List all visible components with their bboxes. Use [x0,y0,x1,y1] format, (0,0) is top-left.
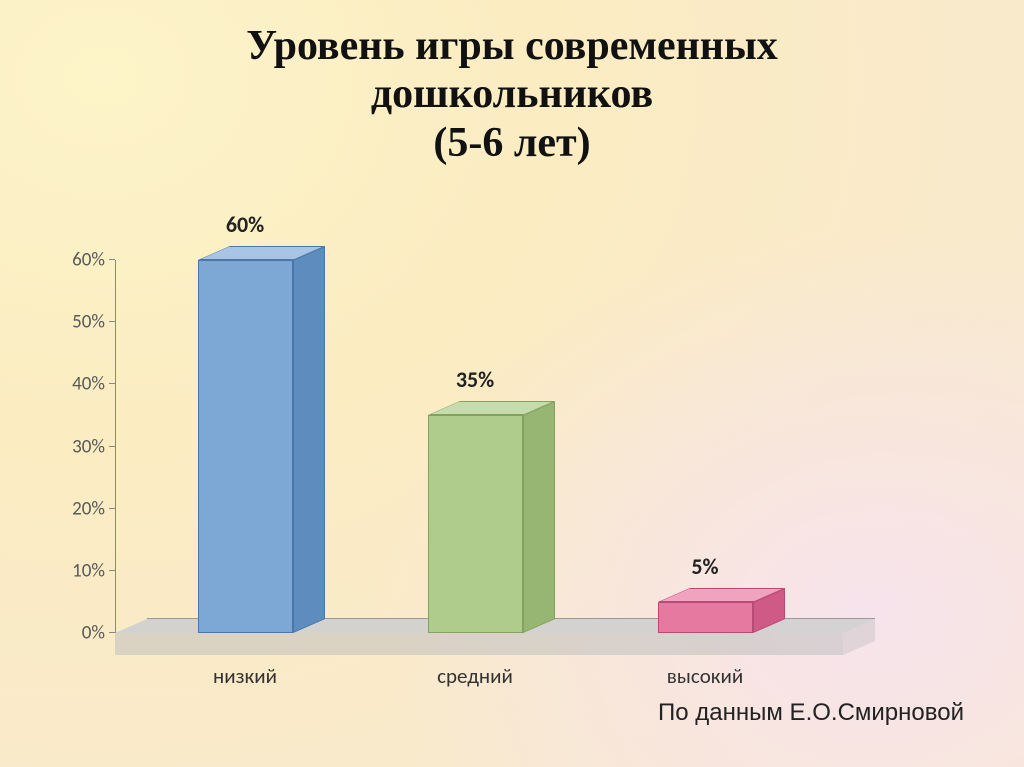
bar-низкий: 60% [198,246,293,633]
y-tick-mark [109,383,115,384]
y-tick-mark [109,508,115,509]
bar-front [428,415,523,633]
y-tick-label: 50% [72,311,105,334]
bar-side [293,246,325,633]
y-tick-mark [109,632,115,633]
bar-value-label: 5% [691,553,718,580]
bar-side [523,401,555,633]
y-tick-label: 30% [72,435,105,458]
bar-высокий: 5% [658,588,753,633]
chart-floor-front [115,633,843,655]
bar-средний: 35% [428,401,523,633]
footer-credit: По данным Е.О.Смирновой [658,699,964,727]
x-category-label: низкий [213,663,277,689]
bar-value-label: 60% [226,211,264,238]
x-category-label: средний [437,663,513,689]
y-tick-label: 0% [82,622,105,645]
bar-front [198,260,293,633]
y-axis-line [115,260,116,633]
chart-plot-area: 0%10%20%30%40%50%60%60%низкий35%средний5… [115,260,875,655]
x-category-label: высокий [667,663,743,689]
slide-title: Уровень игры современных дошкольников (5… [0,22,1024,167]
bar-value-label: 35% [456,366,494,393]
y-tick-label: 20% [72,497,105,520]
bar-chart-3d: 0%10%20%30%40%50%60%60%низкий35%средний5… [115,225,875,655]
y-tick-label: 40% [72,373,105,396]
y-tick-mark [109,446,115,447]
bar-front [658,602,753,633]
y-tick-label: 10% [72,559,105,582]
y-tick-label: 60% [72,249,105,272]
y-tick-mark [109,259,115,260]
y-tick-mark [109,570,115,571]
y-tick-mark [109,321,115,322]
